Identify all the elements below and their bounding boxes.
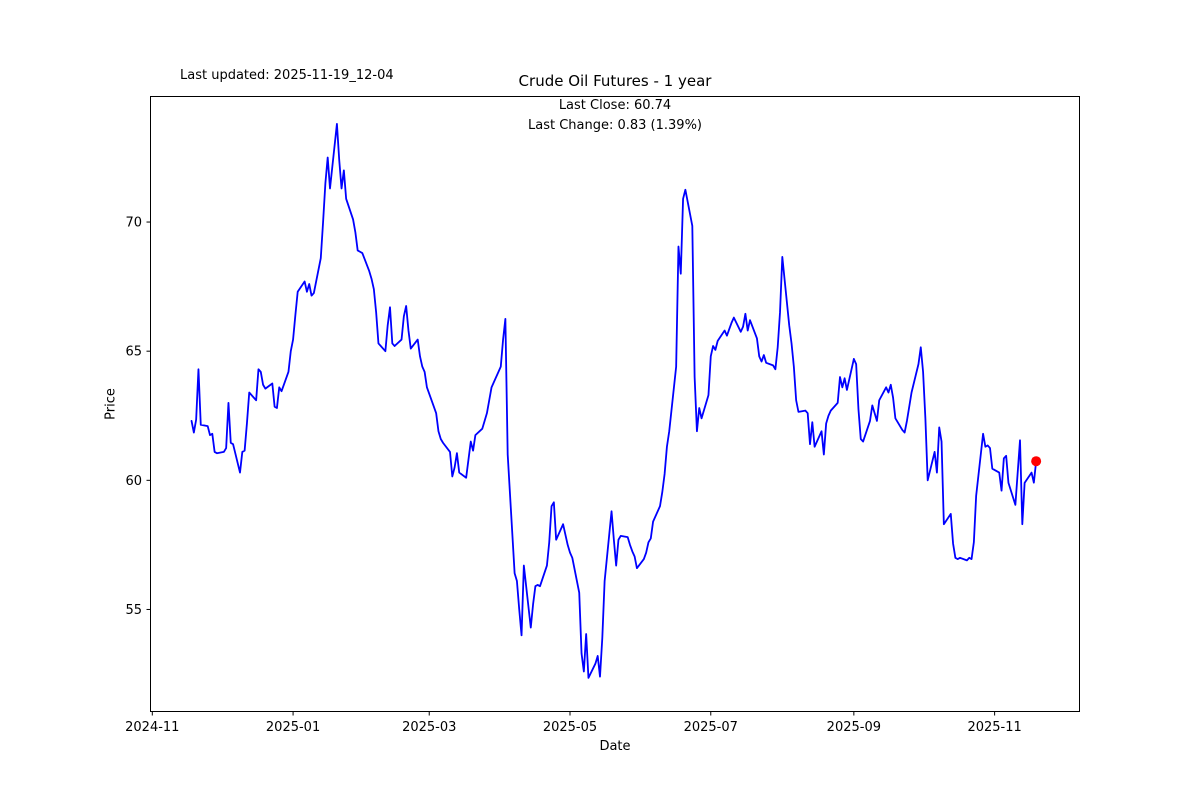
last-price-marker	[1031, 456, 1042, 467]
x-tick-label: 2025-11	[967, 720, 1021, 735]
x-axis-label: Date	[599, 739, 631, 754]
y-tick-label: 55	[125, 603, 142, 618]
axis-tick-labels: 55 60 65 70 2024-11 2025-01 2025-03 2025-05 2025…	[125, 216, 1022, 735]
last-change-annotation: Last Change: 0.83 (1.39%)	[527, 118, 702, 133]
y-tick-label: 65	[125, 345, 142, 360]
axis-ticks	[146, 221, 996, 716]
price-line	[190, 122, 1038, 679]
last-updated-text: Last updated: 2025-11-19_12-04	[180, 68, 394, 83]
last-close-annotation: Last Close: 60.74	[558, 98, 672, 113]
chart-title: Crude Oil Futures - 1 year	[518, 72, 712, 90]
y-tick-label: 60	[125, 474, 142, 489]
plot-border	[150, 96, 1080, 712]
x-tick-label: 2025-09	[827, 720, 881, 735]
y-tick-label: 70	[125, 216, 142, 231]
x-tick-label: 2025-01	[266, 720, 320, 735]
y-axis-label: Price	[103, 388, 119, 420]
x-tick-label: 2025-03	[402, 720, 456, 735]
x-tick-label: 2025-05	[543, 720, 597, 735]
x-tick-label: 2024-11	[125, 720, 179, 735]
x-tick-label: 2025-07	[684, 720, 738, 735]
